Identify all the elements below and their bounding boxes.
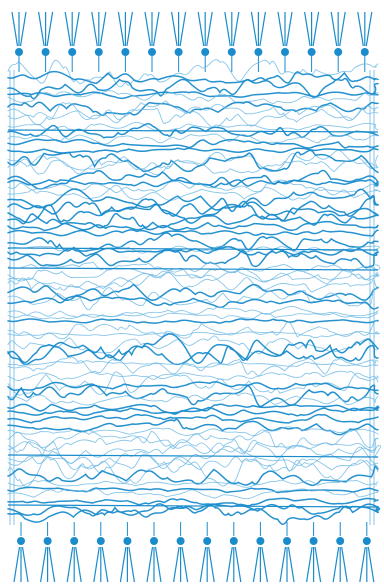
tassel-knot <box>228 48 236 56</box>
tassel-knot <box>177 537 185 545</box>
tassel-knot <box>148 48 156 56</box>
tassel-knot <box>334 48 342 56</box>
tassel-knot <box>123 537 131 545</box>
tassel-knot <box>363 537 371 545</box>
tassel-knot <box>230 537 238 545</box>
tassel-knot <box>310 537 318 545</box>
tassel-knot <box>283 537 291 545</box>
tassel-knot <box>97 537 105 545</box>
tassel-knot <box>15 48 23 56</box>
tassel-knot <box>95 48 103 56</box>
tassel-knot <box>44 537 52 545</box>
tassel-knot <box>336 537 344 545</box>
tassel-knot <box>361 48 369 56</box>
woven-artwork <box>0 0 384 584</box>
tassel-knot <box>42 48 50 56</box>
tassel-knot <box>175 48 183 56</box>
tassel-knot <box>281 48 289 56</box>
tassel-knot <box>256 537 264 545</box>
tassel-knot <box>68 48 76 56</box>
tassel-knot <box>203 537 211 545</box>
tassel-knot <box>70 537 78 545</box>
tassel-knot <box>201 48 209 56</box>
page: (() => { const data = JSON.parse(documen… <box>0 0 384 584</box>
tassel-knot <box>121 48 129 56</box>
tassel-knot <box>150 537 158 545</box>
tassel-knot <box>308 48 316 56</box>
tassel-knot <box>254 48 262 56</box>
tassel-knot <box>17 537 25 545</box>
